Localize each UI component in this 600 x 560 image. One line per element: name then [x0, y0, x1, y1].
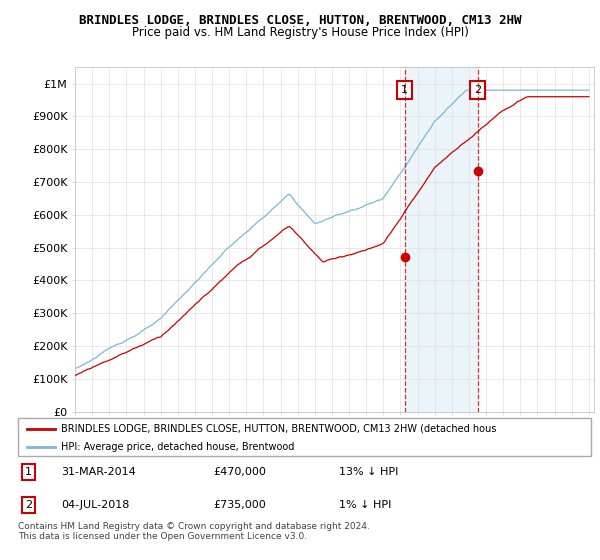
Text: 04-JUL-2018: 04-JUL-2018	[61, 500, 130, 510]
Text: HPI: Average price, detached house, Brentwood: HPI: Average price, detached house, Bren…	[61, 442, 295, 452]
Text: BRINDLES LODGE, BRINDLES CLOSE, HUTTON, BRENTWOOD, CM13 2HW: BRINDLES LODGE, BRINDLES CLOSE, HUTTON, …	[79, 14, 521, 27]
Text: 1% ↓ HPI: 1% ↓ HPI	[339, 500, 391, 510]
Text: 1: 1	[25, 467, 32, 477]
Text: Price paid vs. HM Land Registry's House Price Index (HPI): Price paid vs. HM Land Registry's House …	[131, 26, 469, 39]
Text: £735,000: £735,000	[213, 500, 266, 510]
FancyBboxPatch shape	[18, 418, 591, 456]
Text: 2: 2	[474, 85, 481, 95]
Text: Contains HM Land Registry data © Crown copyright and database right 2024.
This d: Contains HM Land Registry data © Crown c…	[18, 522, 370, 542]
Bar	[405, 67, 478, 412]
Text: 1: 1	[401, 85, 408, 95]
Text: 13% ↓ HPI: 13% ↓ HPI	[339, 467, 398, 477]
Text: 31-MAR-2014: 31-MAR-2014	[61, 467, 136, 477]
Text: £470,000: £470,000	[213, 467, 266, 477]
Text: 2: 2	[25, 500, 32, 510]
Text: BRINDLES LODGE, BRINDLES CLOSE, HUTTON, BRENTWOOD, CM13 2HW (detached hous: BRINDLES LODGE, BRINDLES CLOSE, HUTTON, …	[61, 424, 496, 434]
